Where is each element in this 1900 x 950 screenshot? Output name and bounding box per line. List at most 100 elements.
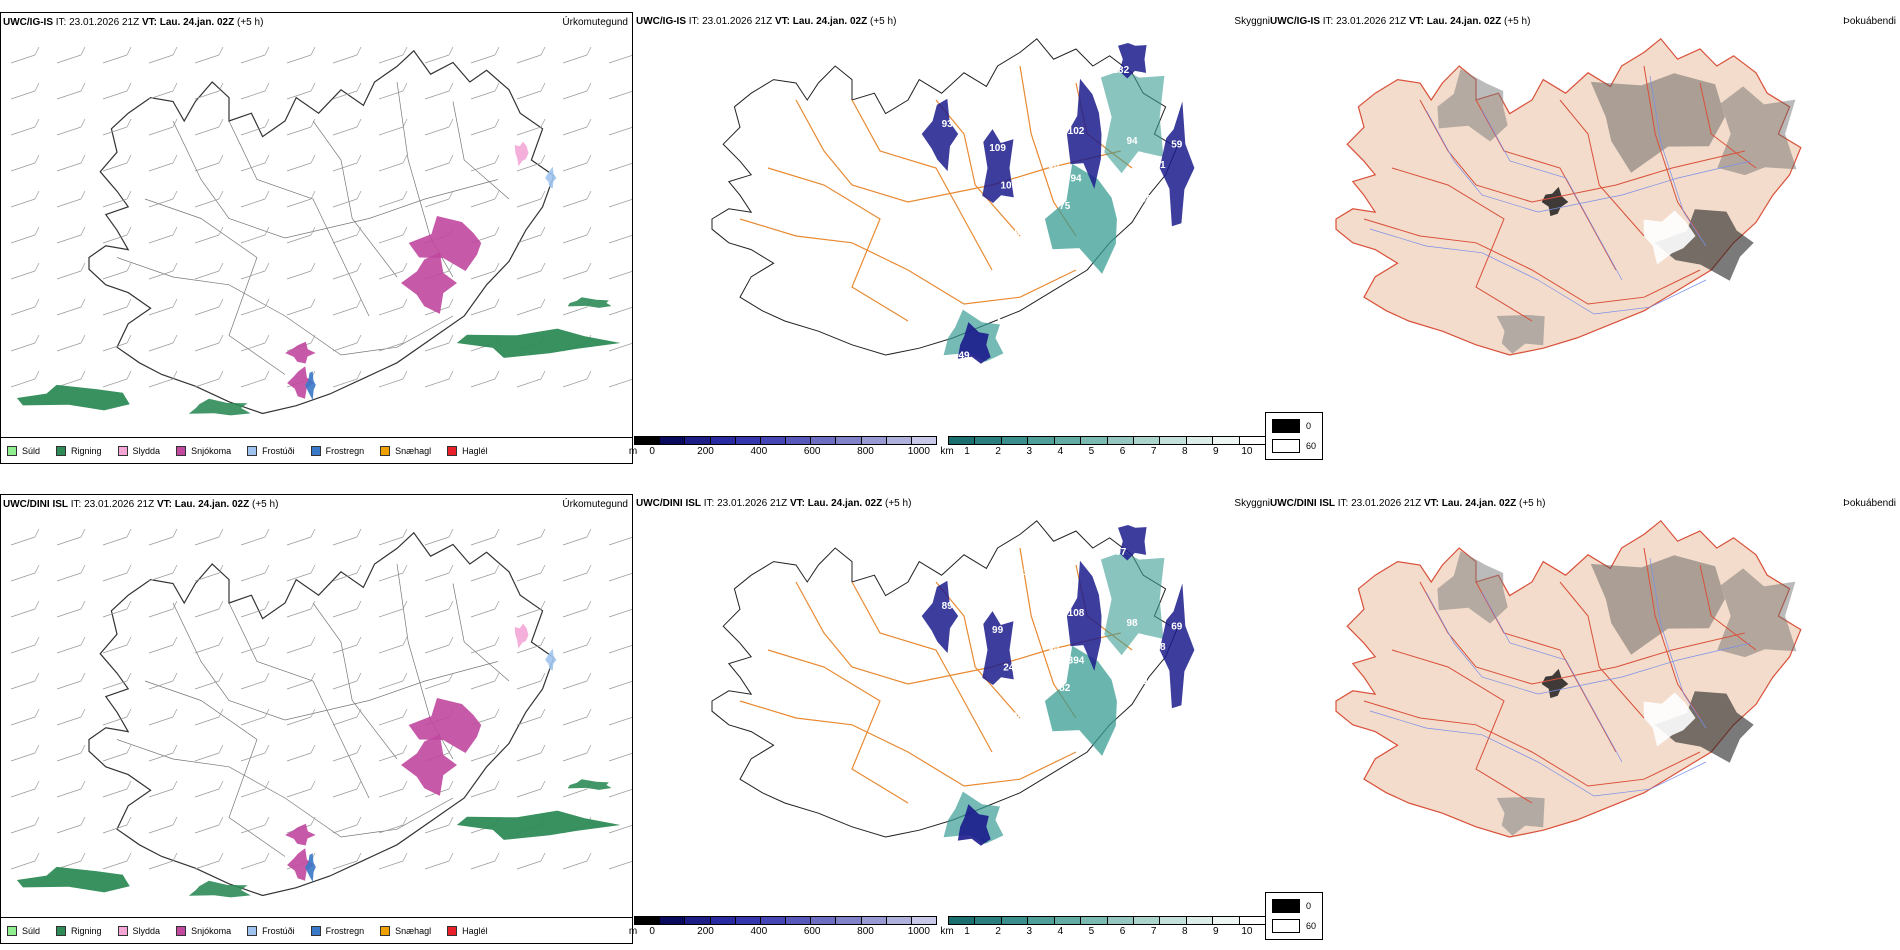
colorbar-cell [1081, 437, 1108, 444]
wind-barb [148, 118, 178, 136]
wind-barb [470, 262, 500, 280]
legend-label: Slydda [132, 445, 161, 456]
road-line [935, 581, 1021, 719]
road-line [795, 581, 1121, 685]
wind-barb [148, 780, 178, 798]
panel-label: Úrkomutegund [562, 17, 628, 28]
wind-barb [378, 636, 408, 654]
wind-barb [194, 154, 224, 172]
legend-label: Rigning [71, 925, 102, 936]
fog-legend-row2: 0 60 [1265, 892, 1323, 940]
wind-barb [102, 226, 132, 244]
legend-item-haglel: Haglél [447, 445, 488, 456]
wind-barb [332, 780, 362, 798]
cloud-base-value: 93 [942, 119, 954, 130]
wind-barb [240, 334, 270, 352]
wind-barb [286, 528, 316, 546]
wind-barb [378, 816, 408, 834]
road-line [739, 218, 1077, 305]
legend-swatch [447, 445, 458, 456]
low-cloud-area [982, 611, 1014, 685]
fog-map [1335, 519, 1802, 838]
legend-label: Snjókoma [191, 445, 232, 456]
fog-signal-area [1496, 796, 1545, 836]
cloud-base-value: 73 [1171, 235, 1183, 246]
wind-barb [286, 600, 316, 618]
wind-barb [516, 262, 546, 280]
colorbar-tick: 6 [1119, 926, 1126, 937]
wind-barb [332, 600, 362, 618]
legend-item-frostudi: Frostúði [247, 445, 295, 456]
snow-area [285, 341, 316, 364]
fog-panel-row1: UWC/IG-IS IT: 23.01.2026 21Z VT: Lau. 24… [1268, 12, 1900, 464]
freezing-rain-area [305, 853, 316, 882]
wind-barb [608, 608, 632, 618]
low-visibility-area [1044, 645, 1117, 756]
colorbar-cell [1186, 437, 1214, 444]
rain-area [567, 297, 612, 308]
low-cloud-area [1118, 525, 1147, 561]
wind-barb [56, 190, 86, 208]
wind-barb [516, 154, 546, 172]
river-line [1425, 109, 1751, 213]
rain-area [567, 779, 612, 790]
wind-barb [148, 852, 178, 870]
fog-signal-area [1437, 69, 1508, 142]
wind-barb [10, 190, 40, 208]
wind-barb [56, 118, 86, 136]
legend-item-snjokoma: Snjókoma [176, 445, 232, 456]
wind-barb [240, 744, 270, 762]
wind-barb [148, 816, 178, 834]
colorbar-cell [1186, 917, 1214, 924]
wind-barb [562, 600, 592, 618]
cloud-base-value: 128 [939, 700, 956, 711]
fog-legend-value-0: 0 [1306, 421, 1312, 431]
colorbar-cell [710, 437, 736, 444]
wind-barb [516, 600, 546, 618]
colorbar-cell [660, 917, 686, 924]
wind-barb [102, 298, 132, 316]
wind-barb [56, 528, 86, 546]
colorbar-tick: 3 [1026, 926, 1033, 937]
road-line [1419, 99, 1745, 203]
cloud-base-value: 98 [1154, 642, 1166, 653]
wind-barb [194, 46, 224, 64]
sleet-area [514, 141, 529, 167]
wind-barb [424, 154, 454, 172]
road-line [1363, 218, 1701, 305]
wind-barb [194, 672, 224, 690]
wind-barb [378, 190, 408, 208]
wind-barb [332, 528, 362, 546]
wind-barb [378, 744, 408, 762]
wind-barb [470, 780, 500, 798]
wind-barb [194, 298, 224, 316]
wind-barb [10, 154, 40, 172]
wind-barb [10, 816, 40, 834]
wind-barb [516, 672, 546, 690]
wind-barb [56, 708, 86, 726]
wind-barb [332, 118, 362, 136]
cloud-base-value: 97 [1115, 547, 1127, 558]
fog-panel-row2: UWC/DINI ISL IT: 23.01.2026 21Z VT: Lau.… [1268, 494, 1900, 944]
iceland-coastline [711, 38, 1178, 356]
visibility-colorbar-cells [948, 916, 1266, 925]
wind-barb [332, 816, 362, 834]
height-unit: m [628, 926, 638, 937]
wind-barb [10, 852, 40, 870]
road-line [1475, 99, 1617, 271]
contour-line [228, 602, 370, 799]
wind-barb [102, 636, 132, 654]
wind-barb [102, 154, 132, 172]
colorbar-tick: 5 [1088, 926, 1095, 937]
colorbar-tick: 200 [697, 446, 714, 457]
wind-barb [332, 744, 362, 762]
wind-barb [378, 370, 408, 388]
wind-barb [378, 852, 408, 870]
wind-barb [516, 708, 546, 726]
legend-item-frostregn: Frostregn [310, 445, 364, 456]
colorbar-tick: 400 [750, 926, 768, 937]
wind-barb [240, 262, 270, 280]
wind-barb [424, 370, 454, 388]
wind-barb [56, 298, 86, 316]
wind-barb [194, 852, 224, 870]
